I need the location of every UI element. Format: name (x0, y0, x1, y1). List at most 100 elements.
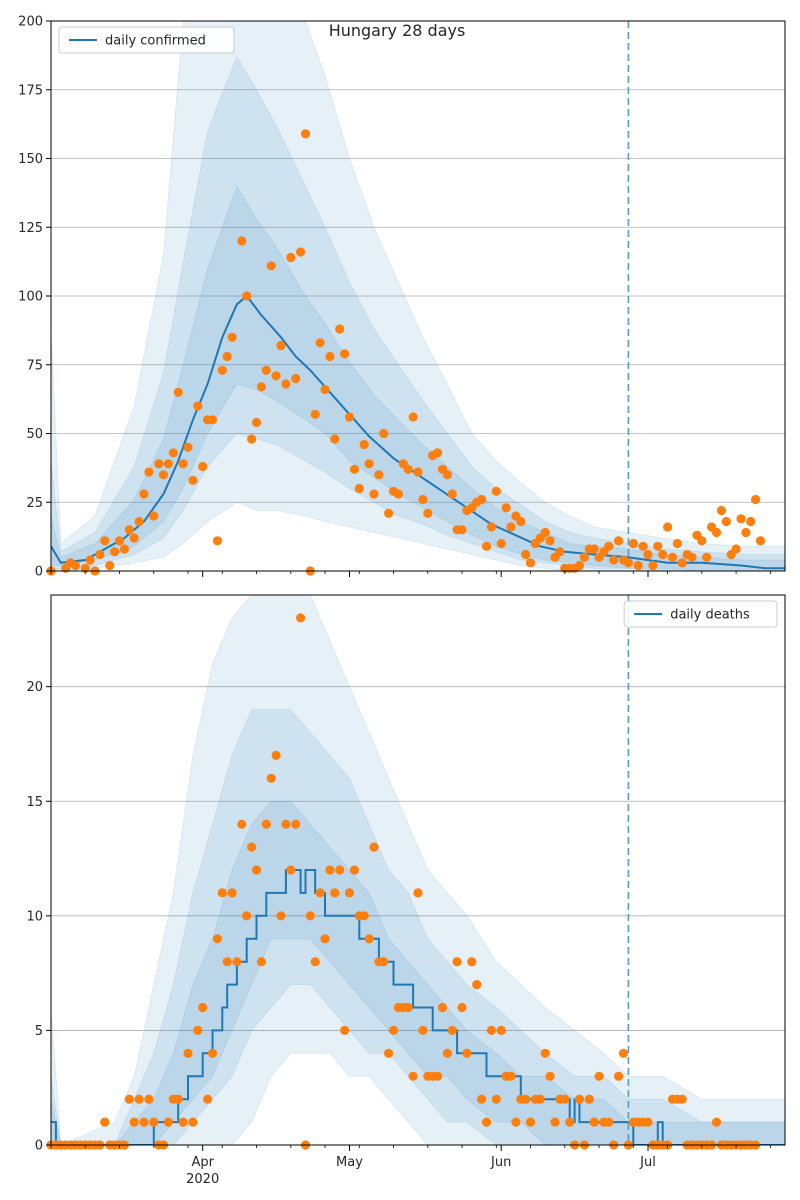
data-point (100, 1117, 110, 1127)
data-point (178, 1117, 188, 1127)
data-point (129, 1117, 139, 1127)
data-point (281, 379, 291, 389)
y-tick-label: 50 (26, 427, 43, 442)
data-point (663, 522, 673, 532)
data-point (105, 560, 115, 571)
data-point (721, 516, 731, 527)
data-point (305, 911, 315, 921)
data-point (330, 434, 340, 444)
data-point (648, 560, 658, 571)
data-point (95, 549, 105, 560)
data-point (574, 1094, 585, 1104)
y-tick-label: 150 (18, 152, 43, 167)
data-point (672, 538, 682, 549)
data-point (711, 1117, 722, 1127)
y-tick-label: 15 (26, 795, 43, 810)
legend-box (623, 600, 778, 628)
data-point (633, 560, 643, 571)
data-point (462, 1048, 472, 1058)
data-point (711, 527, 722, 538)
data-point (193, 1025, 203, 1035)
data-point (594, 1071, 604, 1081)
data-point (433, 1071, 443, 1081)
data-point (384, 508, 394, 518)
data-point (349, 865, 359, 875)
axes-frame (50, 594, 786, 1146)
data-point (276, 340, 286, 351)
data-point (540, 527, 550, 538)
series-line (51, 869, 785, 1145)
data-point (291, 819, 301, 829)
data-point (697, 536, 707, 546)
data-point (330, 888, 340, 898)
data-point (193, 401, 203, 411)
data-point (457, 525, 467, 535)
x-tick-label: Jun (490, 1155, 511, 1170)
data-point (188, 475, 198, 485)
legend-label: daily deaths (670, 608, 750, 623)
data-point (369, 842, 379, 852)
data-point (677, 558, 687, 568)
data-point (486, 522, 496, 532)
data-point (736, 514, 746, 524)
data-point (614, 536, 624, 546)
data-point (286, 865, 296, 875)
x-tick-label: May (336, 1155, 363, 1170)
data-point (755, 536, 766, 546)
data-point (589, 1117, 599, 1127)
data-point (442, 1048, 452, 1058)
data-point (491, 486, 501, 496)
data-point (158, 470, 169, 480)
plot-area (51, 595, 785, 1145)
data-point (481, 1117, 492, 1127)
legend-box (58, 26, 235, 54)
data-point (247, 434, 257, 444)
data-point (315, 338, 325, 348)
data-point (340, 349, 350, 359)
data-point (276, 911, 286, 921)
data-point (173, 1094, 183, 1104)
data-point (388, 1025, 399, 1035)
data-point (217, 365, 227, 375)
data-point (198, 1002, 208, 1013)
data-point (477, 1094, 487, 1104)
data-point (188, 1117, 198, 1127)
data-point (359, 911, 369, 921)
data-point (442, 470, 452, 480)
data-point (247, 842, 257, 852)
data-point (359, 439, 369, 450)
y-tick-label: 5 (35, 1024, 43, 1039)
data-point (374, 470, 384, 480)
x-tick-sublabel: 2020 (186, 1172, 219, 1187)
data-point (491, 1094, 501, 1104)
uncertainty-band-inner (51, 185, 785, 571)
data-point (296, 613, 306, 623)
data-point (653, 541, 663, 551)
data-point (261, 365, 271, 375)
y-tick-label: 0 (35, 565, 43, 580)
uncertainty-band-outer (51, 21, 785, 571)
y-tick-label: 125 (18, 221, 43, 236)
data-point (403, 464, 413, 474)
data-point (584, 1094, 594, 1104)
data-point (286, 252, 296, 263)
data-point (178, 459, 188, 469)
data-point (379, 428, 389, 439)
y-tick-label: 20 (26, 680, 43, 695)
data-point (623, 558, 634, 568)
data-point (511, 1117, 521, 1127)
data-point (310, 409, 320, 419)
uncertainty-band-inner (51, 800, 785, 1145)
data-point (433, 448, 443, 458)
data-point (163, 1117, 173, 1127)
data-point (496, 1025, 506, 1035)
data-point (251, 417, 262, 428)
data-point (242, 911, 252, 921)
data-point (212, 536, 222, 546)
data-point (481, 541, 492, 551)
data-point (418, 1025, 428, 1035)
data-point (114, 536, 125, 546)
data-point (457, 1002, 467, 1013)
data-point (271, 750, 281, 761)
